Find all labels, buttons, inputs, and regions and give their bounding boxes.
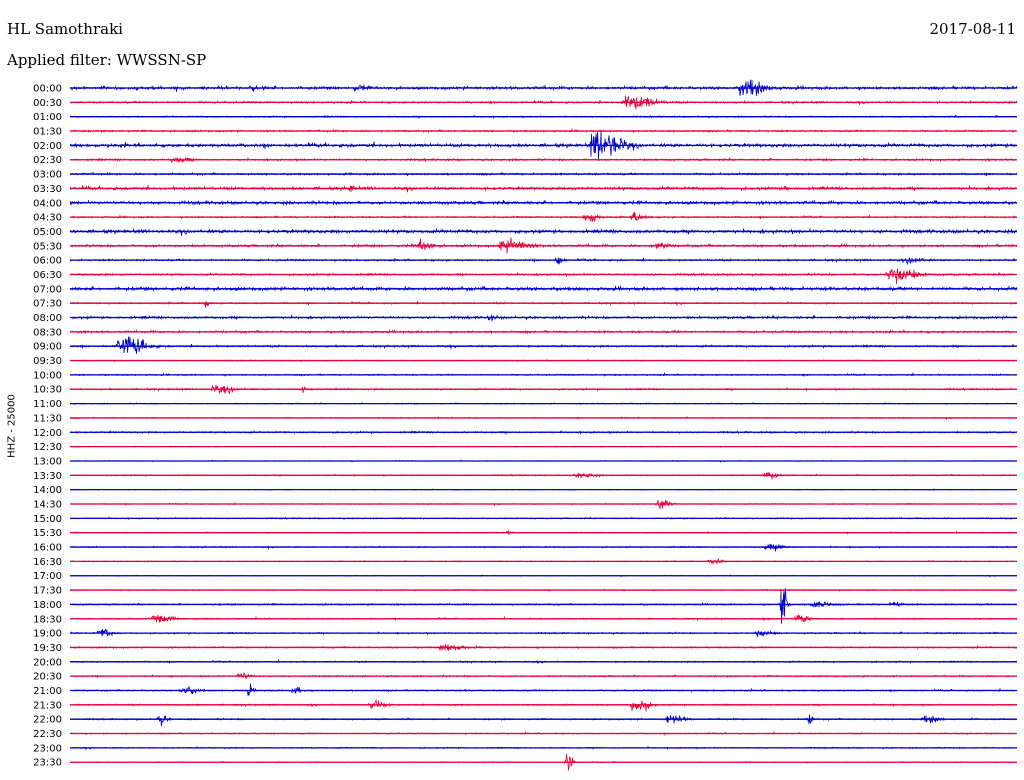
row-time-label: 12:00 — [33, 428, 62, 439]
row-time-label: 17:30 — [33, 586, 62, 597]
row-time-label: 05:00 — [33, 227, 62, 238]
station-name: HL Samothraki — [7, 20, 123, 38]
row-time-label: 07:00 — [33, 284, 62, 295]
row-time-label: 22:00 — [33, 715, 62, 726]
row-time-label: 03:30 — [33, 184, 62, 195]
seismic-traces — [69, 79, 1018, 771]
row-time-label: 04:30 — [33, 213, 62, 224]
row-time-label: 18:00 — [33, 600, 62, 611]
trace-row-2030 — [69, 672, 1018, 680]
row-time-label: 09:00 — [33, 342, 62, 353]
row-time-label: 17:00 — [33, 571, 62, 582]
trace-row-0630 — [69, 268, 1018, 284]
trace-row-0500 — [69, 227, 1018, 236]
row-time-label: 11:00 — [33, 399, 62, 410]
trace-row-0730 — [69, 300, 1018, 308]
row-time-label: 21:00 — [33, 686, 62, 697]
applied-filter-label: Applied filter: WWSSN-SP — [7, 51, 207, 69]
row-time-label: 11:30 — [33, 413, 62, 424]
row-time-label: 10:00 — [33, 370, 62, 381]
row-time-label: 23:30 — [33, 758, 62, 769]
row-time-label: 14:30 — [33, 500, 62, 511]
row-time-label: 12:30 — [33, 442, 62, 453]
row-time-label: 15:30 — [33, 528, 62, 539]
row-time-label: 00:30 — [33, 98, 62, 109]
row-time-label: 18:30 — [33, 614, 62, 625]
row-time-label: 03:00 — [33, 170, 62, 181]
row-time-label: 01:30 — [33, 127, 62, 138]
row-time-label: 16:30 — [33, 557, 62, 568]
trace-row-0400 — [69, 199, 1017, 207]
row-time-label: 20:30 — [33, 672, 62, 683]
row-time-label: 08:30 — [33, 327, 62, 338]
trace-row-2130 — [69, 698, 1018, 712]
row-time-label: 13:30 — [33, 471, 62, 482]
trace-row-0900 — [69, 336, 1018, 354]
row-time-label: 09:30 — [33, 356, 62, 367]
trace-row-2100 — [69, 683, 1018, 696]
row-time-label: 22:30 — [33, 729, 62, 740]
row-time-label: 06:30 — [33, 270, 62, 281]
row-time-labels: 00:00 00:30 01:00 01:30 02:00 02:30 03:00 03:30… — [33, 84, 62, 769]
row-time-label: 15:00 — [33, 514, 62, 525]
trace-row-2200 — [69, 714, 1018, 727]
row-time-label: 00:00 — [33, 84, 62, 95]
row-time-label: 21:30 — [33, 700, 62, 711]
row-time-label: 06:00 — [33, 256, 62, 267]
row-time-label: 20:00 — [33, 657, 62, 668]
row-time-label: 08:00 — [33, 313, 62, 324]
row-time-label: 04:00 — [33, 198, 62, 209]
row-time-label: 23:00 — [33, 743, 62, 754]
row-time-label: 19:30 — [33, 643, 62, 654]
record-date: 2017-08-11 — [929, 20, 1016, 38]
row-time-label: 07:30 — [33, 299, 62, 310]
row-time-label: 02:00 — [33, 141, 62, 152]
row-time-label: 10:30 — [33, 385, 62, 396]
row-time-label: 16:00 — [33, 543, 62, 554]
row-time-label: 14:00 — [33, 485, 62, 496]
row-time-label: 19:00 — [33, 629, 62, 640]
row-time-label: 13:00 — [33, 456, 62, 467]
row-time-label: 02:30 — [33, 155, 62, 166]
row-time-label: 01:00 — [33, 112, 62, 123]
row-time-label: 05:30 — [33, 241, 62, 252]
